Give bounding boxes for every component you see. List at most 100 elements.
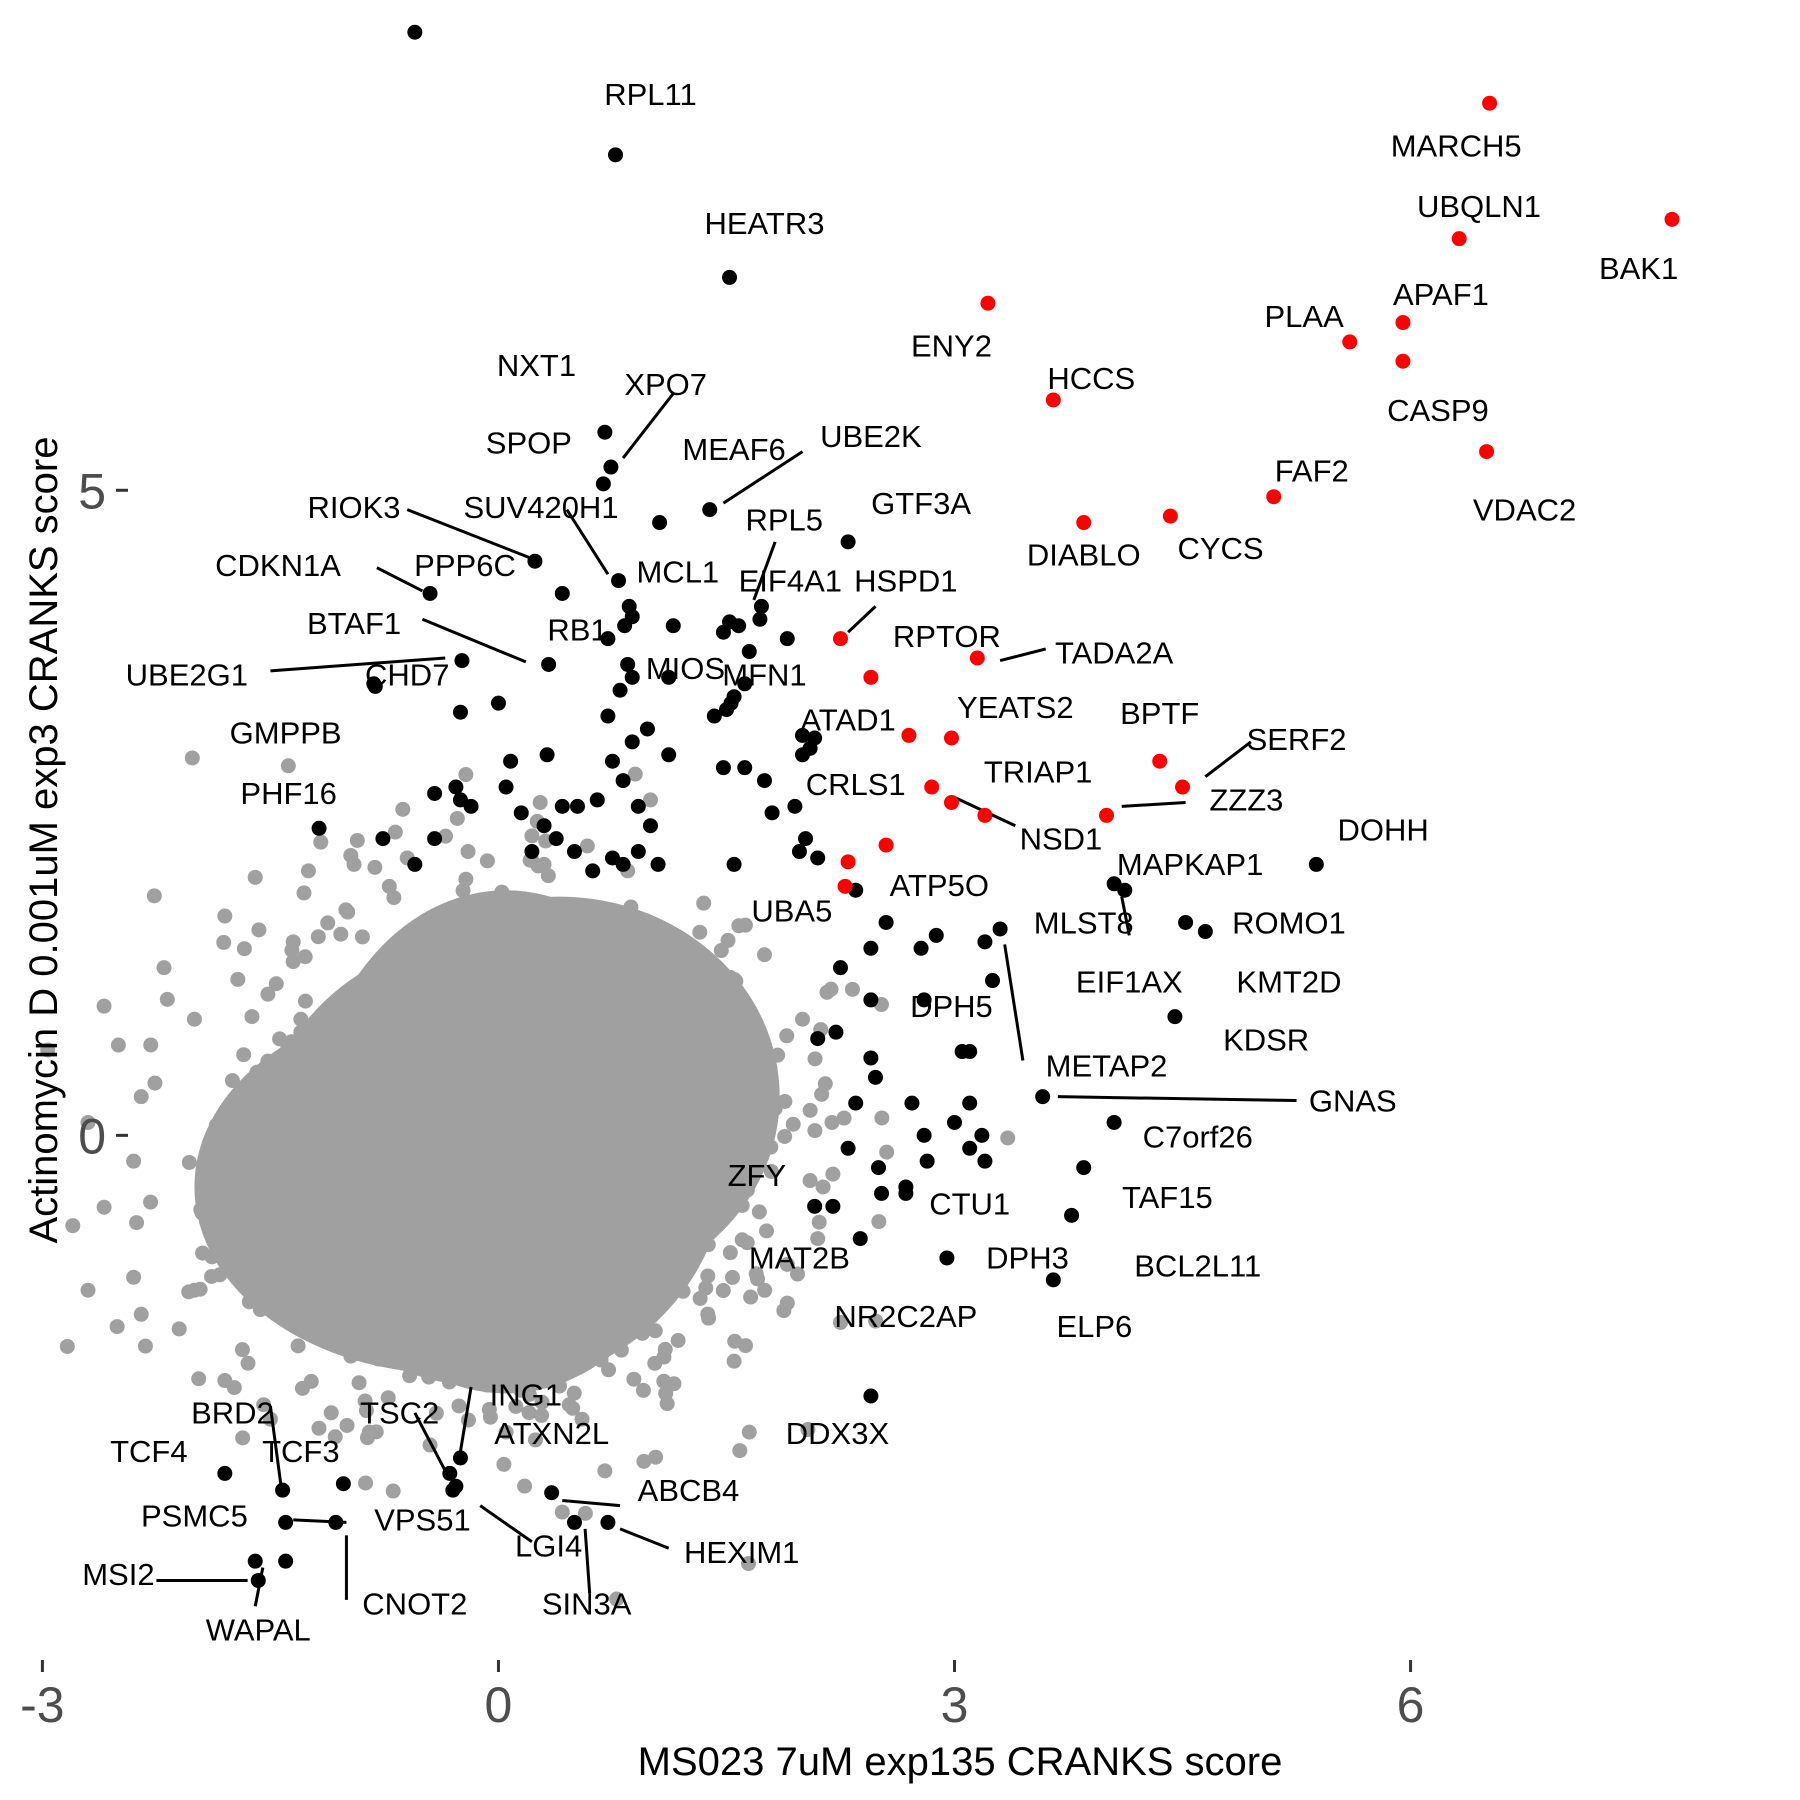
background-point (747, 1033, 763, 1049)
background-point (237, 1112, 253, 1128)
gene-point-triap1 (943, 795, 959, 811)
background-point (385, 1483, 401, 1499)
background-point (297, 949, 313, 965)
gene-label-gtf3a: GTF3A (871, 486, 971, 521)
leader-line (999, 647, 1047, 663)
leader-line (1121, 801, 1186, 808)
background-point (685, 1129, 701, 1145)
background-point (349, 832, 365, 848)
gene-label-c7orf26: C7orf26 (1143, 1119, 1253, 1154)
background-point (647, 1355, 663, 1371)
background-point (779, 1028, 795, 1044)
background-point (327, 1429, 343, 1445)
background-point (770, 1047, 786, 1063)
background-point (535, 1346, 551, 1362)
background-point (143, 1037, 159, 1053)
background-point (756, 947, 772, 963)
background-point (247, 1076, 263, 1092)
background-point (807, 1123, 823, 1139)
gene-point-dph5 (977, 934, 993, 950)
gene-point-cycs (1162, 508, 1178, 524)
gene-point-psmc5 (278, 1553, 294, 1569)
hit-point (832, 960, 848, 976)
background-point (718, 1020, 734, 1036)
background-point (802, 1102, 818, 1118)
background-point (260, 1053, 276, 1069)
background-point (126, 1153, 142, 1169)
background-point (701, 1168, 717, 1184)
x-tick-label: -3 (20, 1677, 64, 1733)
background-point (716, 1048, 732, 1064)
background-point (607, 910, 623, 926)
hit-point (825, 1198, 841, 1214)
background-point (256, 1397, 272, 1413)
leader-line (421, 617, 527, 664)
background-point (436, 930, 452, 946)
gene-point-metap2 (954, 1044, 970, 1060)
background-point (260, 986, 276, 1002)
gene-label-bak1: BAK1 (1599, 251, 1678, 286)
gene-point-wapal (247, 1553, 263, 1569)
gene-point-gnas (1035, 1089, 1051, 1105)
background-point (269, 1158, 285, 1174)
gene-point-eif1ax (1117, 882, 1133, 898)
hit-point (448, 779, 464, 795)
gene-point-btaf1 (541, 656, 557, 672)
background-point (308, 1205, 324, 1221)
gene-label-cdkn1a: CDKN1A (215, 548, 341, 583)
background-point (498, 1424, 514, 1440)
background-point (628, 930, 644, 946)
leader-line (413, 1412, 447, 1472)
background-point (380, 1390, 396, 1406)
gene-label-hspd1: HSPD1 (854, 563, 957, 598)
gene-point-apaf1 (1395, 315, 1411, 331)
background-point (534, 1407, 550, 1423)
gene-label-ppp6c: PPP6C (414, 548, 516, 583)
gene-point-nsd1 (977, 807, 993, 823)
background-point (80, 1114, 96, 1130)
background-point (692, 1290, 708, 1306)
background-point (802, 1173, 818, 1189)
hit-point (977, 1153, 993, 1169)
gene-label-crls1: CRLS1 (806, 767, 906, 802)
background-point (533, 1367, 549, 1383)
background-point (302, 1145, 318, 1161)
hit-point (706, 708, 722, 724)
background-point (574, 1411, 590, 1427)
background-point (455, 883, 471, 899)
leader-line (1057, 1095, 1297, 1103)
background-point (270, 1131, 286, 1147)
hit-point (916, 992, 932, 1008)
gene-label-faf2: FAF2 (1275, 454, 1349, 489)
hit-point (639, 721, 655, 737)
gene-label-march5: MARCH5 (1391, 129, 1522, 164)
gene-label-elp6: ELP6 (1056, 1309, 1132, 1344)
gene-label-hexim1: HEXIM1 (684, 1535, 799, 1570)
background-point (454, 1330, 470, 1346)
background-point (290, 1192, 306, 1208)
background-point (137, 1338, 153, 1354)
background-point (361, 1424, 377, 1440)
hit-point (589, 792, 605, 808)
hit-point (513, 805, 529, 821)
gene-point-ing1 (452, 1450, 468, 1466)
hit-points (217, 24, 1680, 1588)
hit-point (650, 856, 666, 872)
hit-point (863, 940, 879, 956)
background-point (313, 834, 329, 850)
gene-label-kmt2d: KMT2D (1236, 965, 1341, 1000)
background-point (757, 1282, 773, 1298)
background-point (524, 894, 540, 910)
background-point (217, 908, 233, 924)
background-point (156, 960, 172, 976)
gene-point-rpl11 (608, 147, 624, 163)
background-point (323, 1405, 339, 1421)
background-point (458, 871, 474, 887)
background-point (613, 1342, 629, 1358)
background-point (565, 1400, 581, 1416)
gene-point-ube2g1 (454, 653, 470, 669)
background-point (680, 1173, 696, 1189)
background-point (452, 916, 468, 932)
hit-point (452, 792, 468, 808)
